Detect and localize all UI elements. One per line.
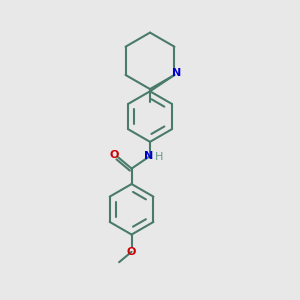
Text: O: O <box>127 247 136 257</box>
Text: O: O <box>110 150 119 160</box>
Text: N: N <box>144 151 153 161</box>
Text: N: N <box>172 68 181 78</box>
Text: H: H <box>155 152 163 162</box>
